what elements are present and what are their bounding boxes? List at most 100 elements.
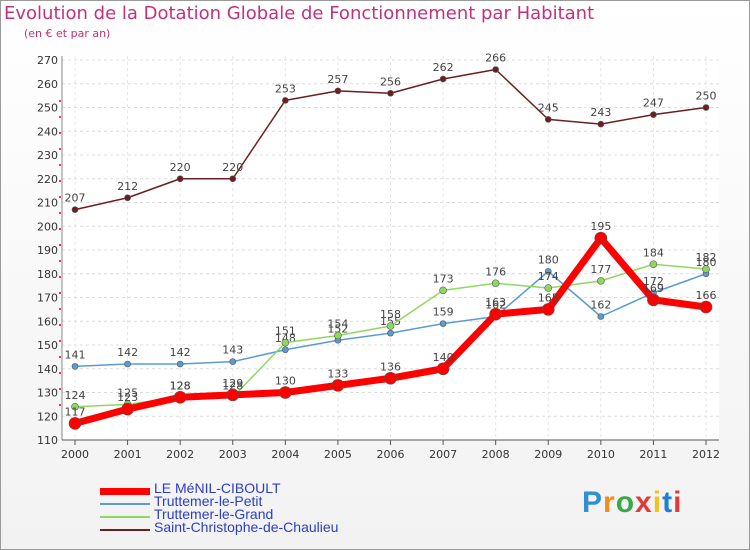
- data-point-le-m-nil-ciboult: [68, 417, 82, 430]
- logo-letter: r: [603, 486, 616, 519]
- data-point-saint-christophe-de-chaulieu: [387, 89, 394, 97]
- data-label-le-m-nil-ciboult: 195: [590, 220, 611, 233]
- data-point-saint-christophe-de-chaulieu: [439, 75, 447, 83]
- data-point-le-m-nil-ciboult: [594, 231, 608, 245]
- x-tick-label: 2009: [534, 448, 562, 461]
- data-label-saint-christophe-de-chaulieu: 257: [327, 73, 348, 86]
- data-point-saint-christophe-de-chaulieu: [544, 116, 552, 123]
- y-tick-label: 110: [37, 434, 58, 447]
- data-point-truttemer-le-grand: [281, 338, 290, 347]
- data-label-truttemer-le-petit: 162: [590, 299, 611, 312]
- data-label-saint-christophe-de-chaulieu: 256: [380, 75, 401, 88]
- data-label-truttemer-le-grand: 174: [538, 270, 559, 283]
- legend-swatch-le-menil-ciboult: [100, 487, 150, 495]
- data-label-saint-christophe-de-chaulieu: 207: [65, 192, 86, 205]
- data-label-truttemer-le-grand: 177: [590, 263, 611, 276]
- data-label-saint-christophe-de-chaulieu: 220: [222, 161, 243, 174]
- data-point-truttemer-le-grand: [386, 322, 395, 330]
- y-tick-label: 240: [37, 125, 58, 138]
- legend-label-truttemer-le-grand: Truttemer-le-Grand: [154, 506, 274, 522]
- y-tick-label: 220: [37, 173, 58, 186]
- data-point-truttemer-le-petit: [544, 268, 552, 275]
- logo-letter: o: [615, 486, 636, 519]
- data-point-le-m-nil-ciboult: [331, 379, 345, 392]
- data-point-truttemer-le-petit: [439, 320, 447, 327]
- data-label-truttemer-le-petit: 143: [222, 344, 243, 357]
- data-point-truttemer-le-grand: [597, 277, 605, 285]
- data-point-truttemer-le-grand: [702, 265, 710, 273]
- data-point-truttemer-le-petit: [282, 346, 289, 354]
- data-label-le-m-nil-ciboult: 136: [380, 360, 401, 373]
- data-label-truttemer-le-grand: 151: [275, 325, 296, 338]
- logo-letter: i: [652, 486, 663, 519]
- x-tick-label: 2000: [61, 448, 89, 461]
- data-point-truttemer-le-petit: [597, 313, 605, 320]
- data-label-truttemer-le-grand: 176: [485, 265, 506, 278]
- data-point-saint-christophe-de-chaulieu: [229, 175, 237, 183]
- logo-letter: x: [635, 486, 653, 519]
- data-label-truttemer-le-petit: 155: [380, 315, 401, 328]
- data-label-le-m-nil-ciboult: 165: [538, 291, 559, 304]
- data-label-le-m-nil-ciboult: 129: [222, 377, 243, 390]
- data-label-truttemer-le-grand: 184: [643, 246, 664, 259]
- data-point-truttemer-le-grand: [544, 284, 553, 292]
- data-point-le-m-nil-ciboult: [647, 293, 660, 307]
- x-tick-label: 2008: [482, 448, 510, 461]
- proxiti-logo: Proxiti: [582, 486, 682, 520]
- data-point-truttemer-le-grand: [491, 279, 500, 288]
- data-label-saint-christophe-de-chaulieu: 212: [117, 180, 138, 193]
- data-label-truttemer-le-petit: 159: [433, 306, 454, 319]
- data-label-truttemer-le-grand: 182: [696, 251, 717, 264]
- data-point-le-m-nil-ciboult: [279, 386, 292, 399]
- data-point-saint-christophe-de-chaulieu: [124, 194, 131, 202]
- data-label-truttemer-le-grand: 124: [65, 389, 86, 402]
- data-point-truttemer-le-petit: [176, 360, 184, 368]
- data-label-le-m-nil-ciboult: 130: [275, 375, 296, 388]
- data-label-le-m-nil-ciboult: 166: [696, 289, 717, 302]
- data-point-truttemer-le-petit: [124, 360, 131, 368]
- legend-swatch-truttemer-le-grand: [100, 515, 150, 518]
- legend-swatch-saint-christophe-de-chaulieu: [100, 528, 150, 531]
- data-label-truttemer-le-grand: 128: [170, 379, 191, 392]
- x-tick-label: 2005: [324, 448, 352, 461]
- data-point-saint-christophe-de-chaulieu: [492, 66, 499, 73]
- data-label-le-m-nil-ciboult: 117: [65, 405, 86, 418]
- data-label-truttemer-le-grand: 158: [380, 308, 401, 321]
- data-point-le-m-nil-ciboult: [121, 402, 134, 416]
- data-label-truttemer-le-grand: 154: [327, 318, 348, 331]
- data-point-truttemer-le-grand: [649, 260, 658, 269]
- data-label-le-m-nil-ciboult: 169: [643, 282, 664, 295]
- data-label-truttemer-le-petit: 142: [117, 346, 138, 359]
- data-point-saint-christophe-de-chaulieu: [702, 104, 710, 111]
- y-tick-label: 200: [37, 220, 58, 233]
- x-tick-label: 2010: [587, 448, 615, 461]
- data-point-truttemer-le-petit: [229, 358, 237, 365]
- data-label-truttemer-le-petit: 162: [485, 299, 506, 312]
- data-point-le-m-nil-ciboult: [436, 362, 450, 376]
- legend-label-truttemer-le-petit: Truttemer-le-Petit: [154, 493, 263, 509]
- x-tick-label: 2001: [114, 448, 142, 461]
- x-tick-label: 2002: [166, 448, 194, 461]
- data-label-le-m-nil-ciboult: 133: [327, 367, 348, 380]
- data-label-truttemer-le-petit: 152: [327, 322, 348, 335]
- y-tick-label: 150: [37, 339, 58, 352]
- data-label-truttemer-le-grand: 173: [433, 272, 454, 285]
- data-point-le-m-nil-ciboult: [699, 300, 713, 314]
- data-label-saint-christophe-de-chaulieu: 220: [170, 161, 191, 174]
- y-tick-label: 230: [37, 149, 58, 162]
- data-point-le-m-nil-ciboult: [489, 307, 502, 321]
- data-label-saint-christophe-de-chaulieu: 266: [485, 52, 506, 65]
- data-point-saint-christophe-de-chaulieu: [176, 175, 184, 183]
- y-tick-label: 210: [37, 197, 58, 210]
- y-tick-label: 250: [37, 102, 58, 115]
- y-tick-label: 120: [37, 410, 58, 423]
- y-tick-label: 190: [37, 244, 58, 257]
- data-label-le-m-nil-ciboult: 140: [433, 351, 454, 364]
- y-tick-label: 140: [37, 363, 58, 376]
- data-point-truttemer-le-petit: [387, 329, 394, 337]
- data-label-saint-christophe-de-chaulieu: 247: [643, 97, 664, 110]
- data-label-le-m-nil-ciboult: 123: [117, 391, 138, 404]
- y-tick-label: 170: [37, 292, 58, 305]
- x-tick-label: 2007: [429, 448, 457, 461]
